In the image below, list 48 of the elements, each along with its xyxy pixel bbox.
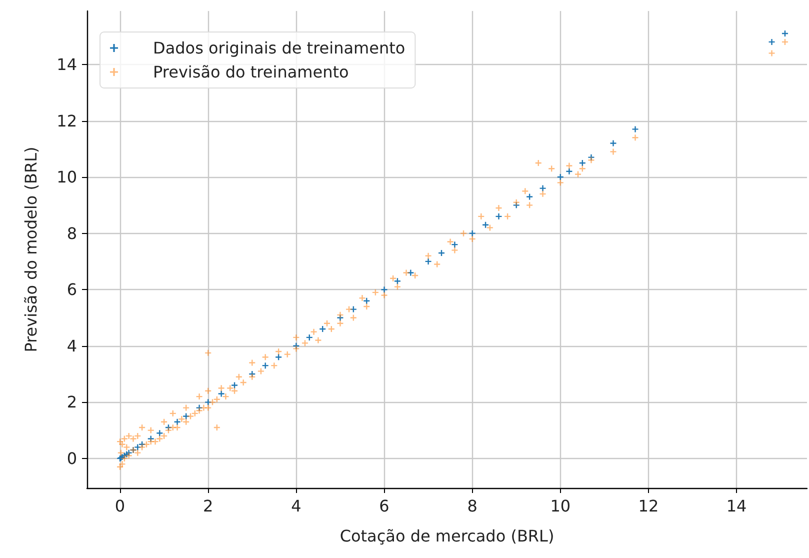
point <box>496 213 502 220</box>
point <box>134 444 141 450</box>
point <box>540 185 546 192</box>
point <box>205 399 212 406</box>
point <box>174 418 180 425</box>
x-axis-title: Cotação de mercado (BRL) <box>340 526 554 546</box>
y-tick-label: 14 <box>56 54 77 74</box>
point <box>337 314 344 321</box>
y-tick-label: 4 <box>66 336 77 356</box>
point <box>394 278 400 284</box>
x-tick-label: 2 <box>203 496 214 516</box>
x-tick-label: 4 <box>291 496 302 516</box>
point <box>293 342 300 349</box>
x-tick-label: 0 <box>114 496 126 516</box>
point <box>218 390 224 397</box>
point <box>513 202 520 208</box>
x-tick-label: 12 <box>638 496 659 516</box>
x-tick-label: 8 <box>467 496 478 516</box>
point <box>610 140 616 146</box>
point <box>566 168 572 174</box>
point <box>232 382 238 388</box>
point <box>425 258 432 264</box>
x-tick-label: 6 <box>379 496 390 516</box>
point <box>350 306 356 312</box>
y-tick-label: 12 <box>56 111 77 130</box>
point <box>768 38 775 45</box>
point <box>452 242 458 248</box>
point <box>196 404 202 411</box>
y-tick-label: 10 <box>56 168 77 187</box>
point <box>632 126 638 132</box>
legend-label: Previsão do treinamento <box>153 62 349 82</box>
legend-label: Dados originais de treinamento <box>153 38 406 58</box>
point <box>156 430 163 436</box>
point <box>381 286 388 293</box>
point <box>262 362 268 369</box>
x-tick-label: 10 <box>550 496 571 516</box>
point <box>408 270 414 276</box>
y-tick-label: 6 <box>66 280 77 300</box>
y-tick-label: 8 <box>66 224 77 243</box>
y-tick-label: 2 <box>66 392 77 412</box>
x-tick-label: 14 <box>726 496 747 516</box>
point <box>183 413 190 420</box>
point <box>148 436 154 442</box>
y-axis-title: Previsão do modelo (BRL) <box>22 146 40 352</box>
point <box>526 194 533 200</box>
point <box>588 154 594 160</box>
point <box>469 230 476 236</box>
y-tick-label: 0 <box>66 448 77 468</box>
